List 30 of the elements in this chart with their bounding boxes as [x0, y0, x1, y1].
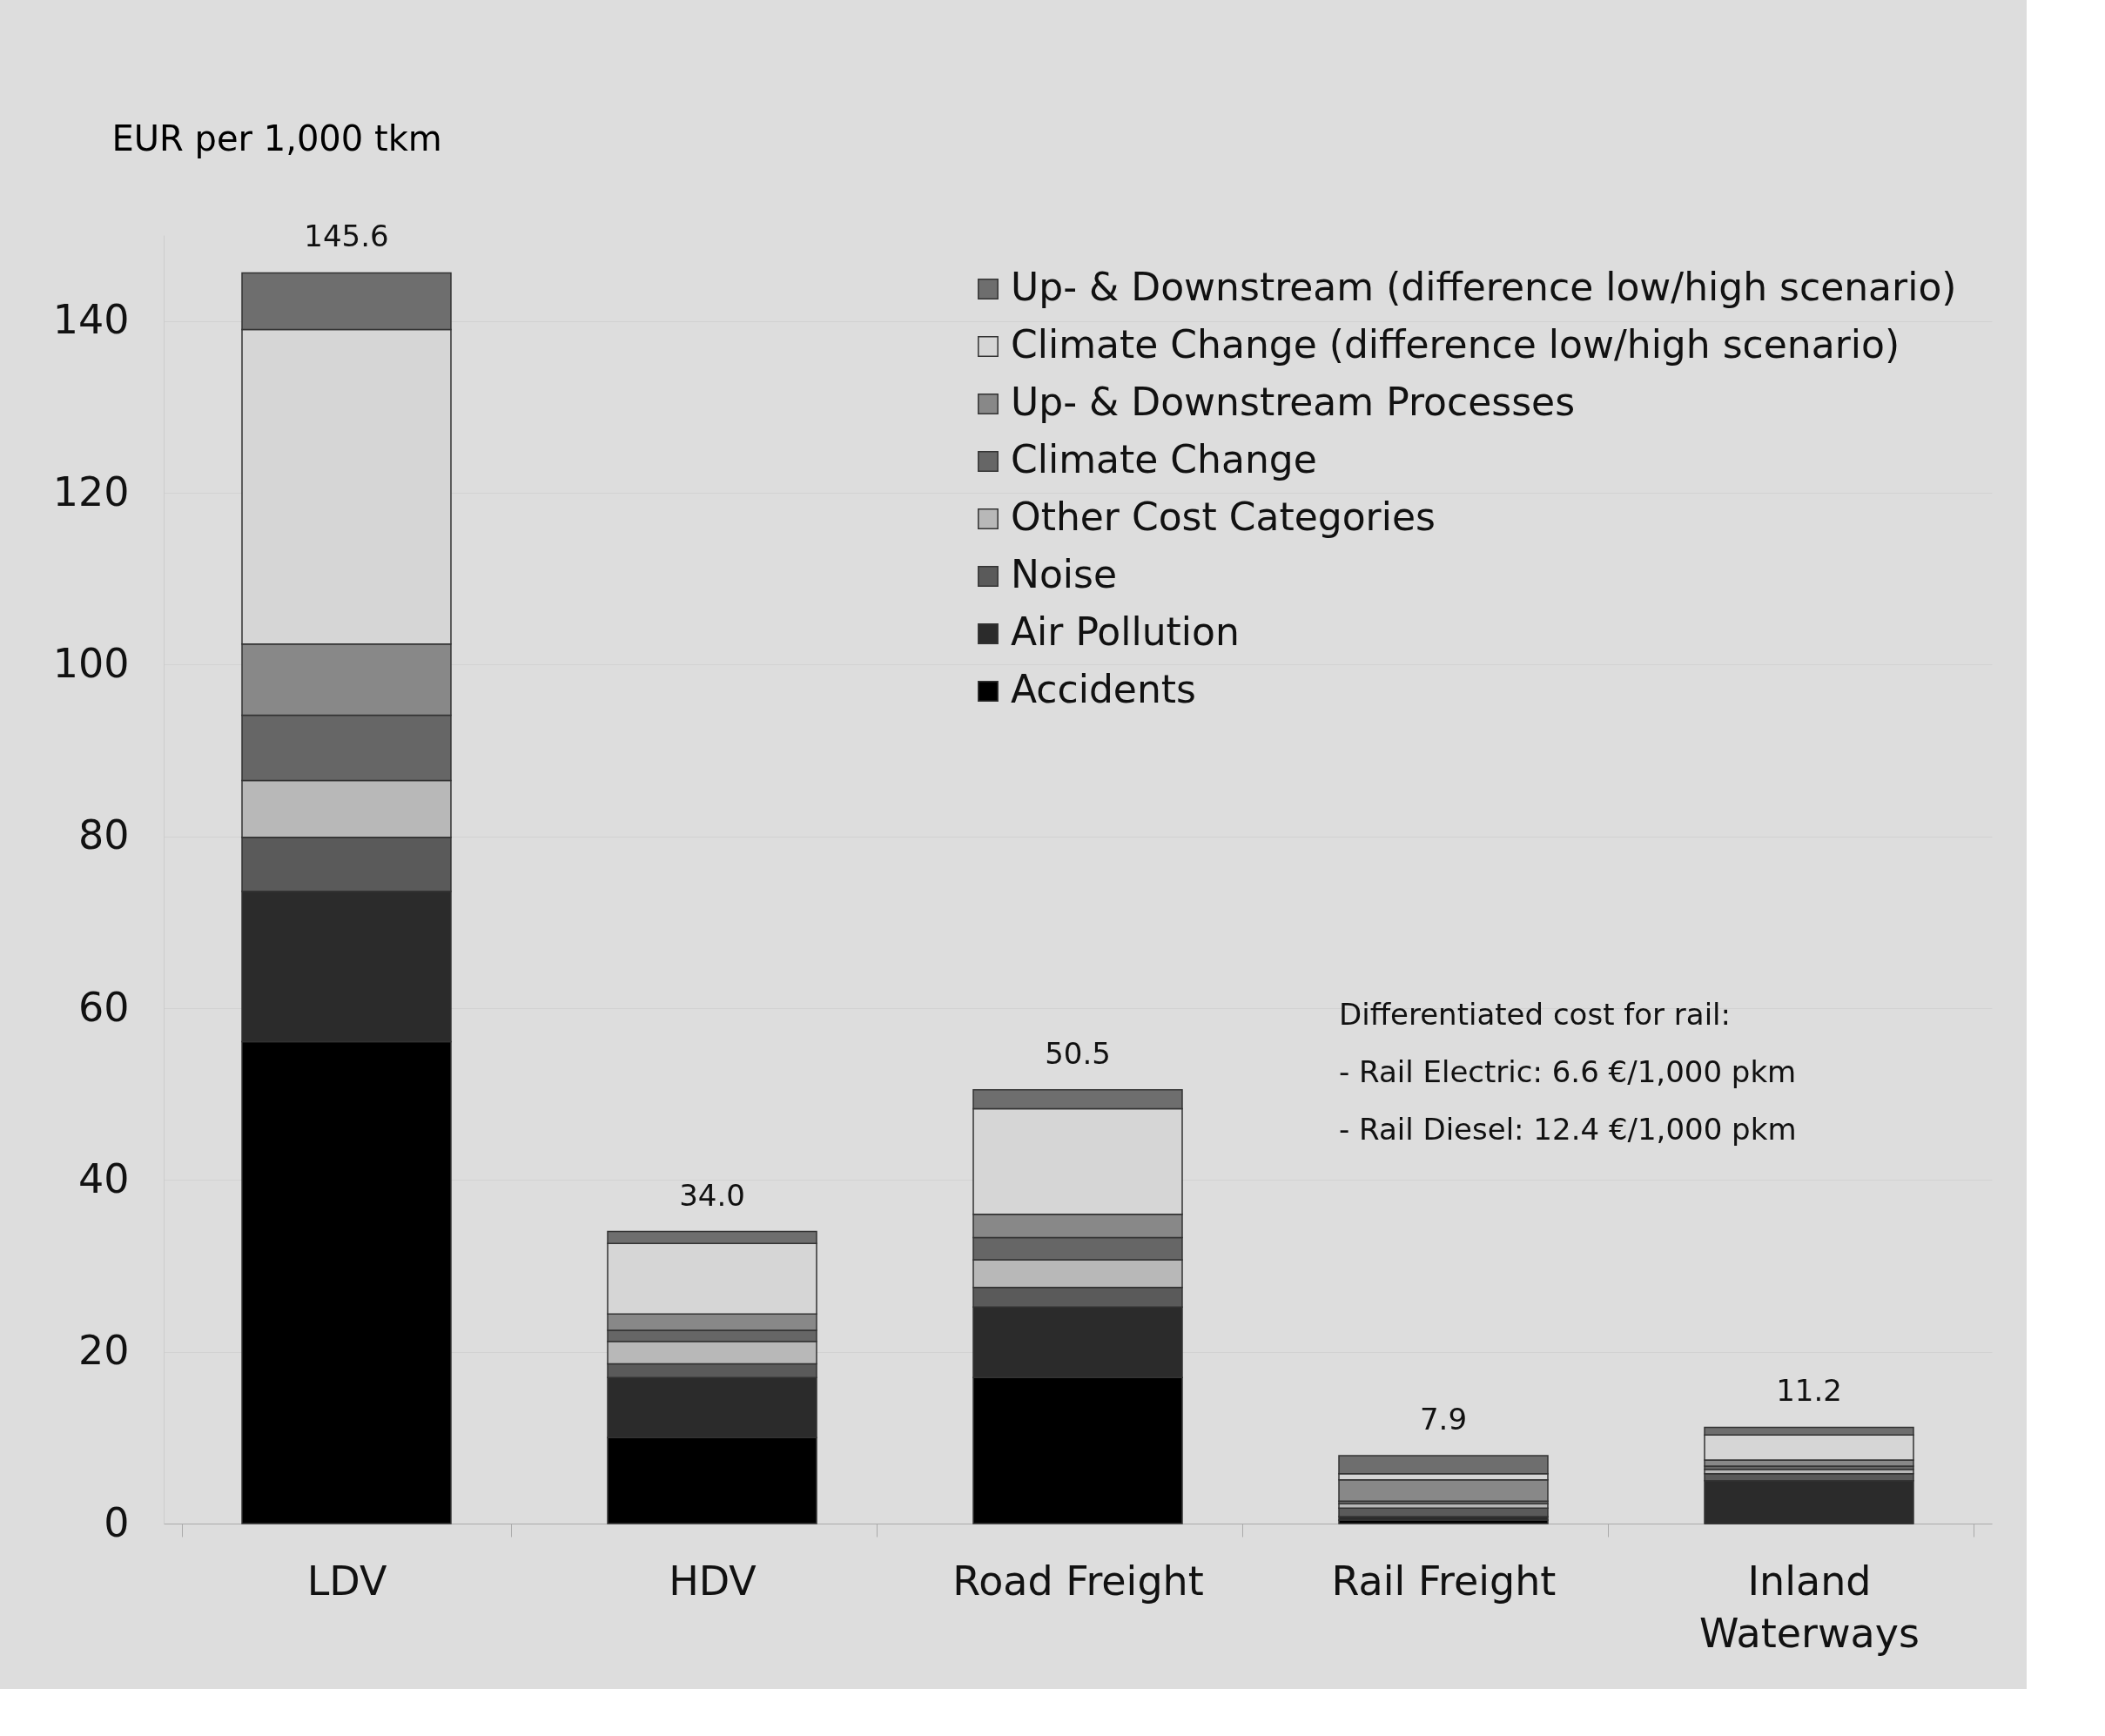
- legend-label: Up- & Downstream (difference low/high scenario): [1011, 265, 1957, 309]
- y-tick-label: 20: [77, 1327, 130, 1375]
- legend-label: Noise: [1011, 552, 1118, 596]
- legend-label: Accidents: [1011, 667, 1196, 711]
- y-tick-label: 120: [52, 468, 130, 515]
- y-tick-label: 100: [52, 639, 130, 687]
- y-tick-label: 140: [52, 296, 130, 344]
- total-label: 34.0: [679, 1177, 745, 1213]
- total-label: 11.2: [1776, 1373, 1842, 1409]
- x-tick-label: Inland Waterways: [1699, 1557, 1920, 1657]
- y-tick-label: 40: [77, 1154, 130, 1202]
- y-axis-title: EUR per 1,000 tkm: [111, 118, 442, 158]
- legend-label: Climate Change (difference low/high scenario): [1011, 322, 1900, 367]
- y-tick-label: 80: [77, 811, 130, 859]
- annotation: - Rail Diesel: 12.4 €/1,000 pkm: [1339, 1112, 1797, 1147]
- x-tick-label: Rail Freight: [1331, 1557, 1557, 1605]
- y-tick-label: 60: [77, 983, 130, 1031]
- legend-label: Climate Change: [1011, 437, 1317, 481]
- legend-label: Other Cost Categories: [1011, 495, 1436, 539]
- x-tick-label: Road Freight: [952, 1557, 1204, 1605]
- total-label: 50.5: [1045, 1035, 1111, 1071]
- annotation: - Rail Electric: 6.6 €/1,000 pkm: [1339, 1054, 1797, 1089]
- legend-label: Up- & Downstream Processes: [1011, 380, 1576, 424]
- x-tick-label: LDV: [306, 1557, 387, 1605]
- legend-label: Air Pollution: [1011, 609, 1240, 654]
- x-tick-label: HDV: [669, 1557, 757, 1605]
- y-tick-label: 0: [104, 1498, 130, 1546]
- total-label: 7.9: [1419, 1402, 1468, 1437]
- total-label: 145.6: [304, 219, 389, 254]
- annotation: Differentiated cost for rail:: [1339, 997, 1731, 1032]
